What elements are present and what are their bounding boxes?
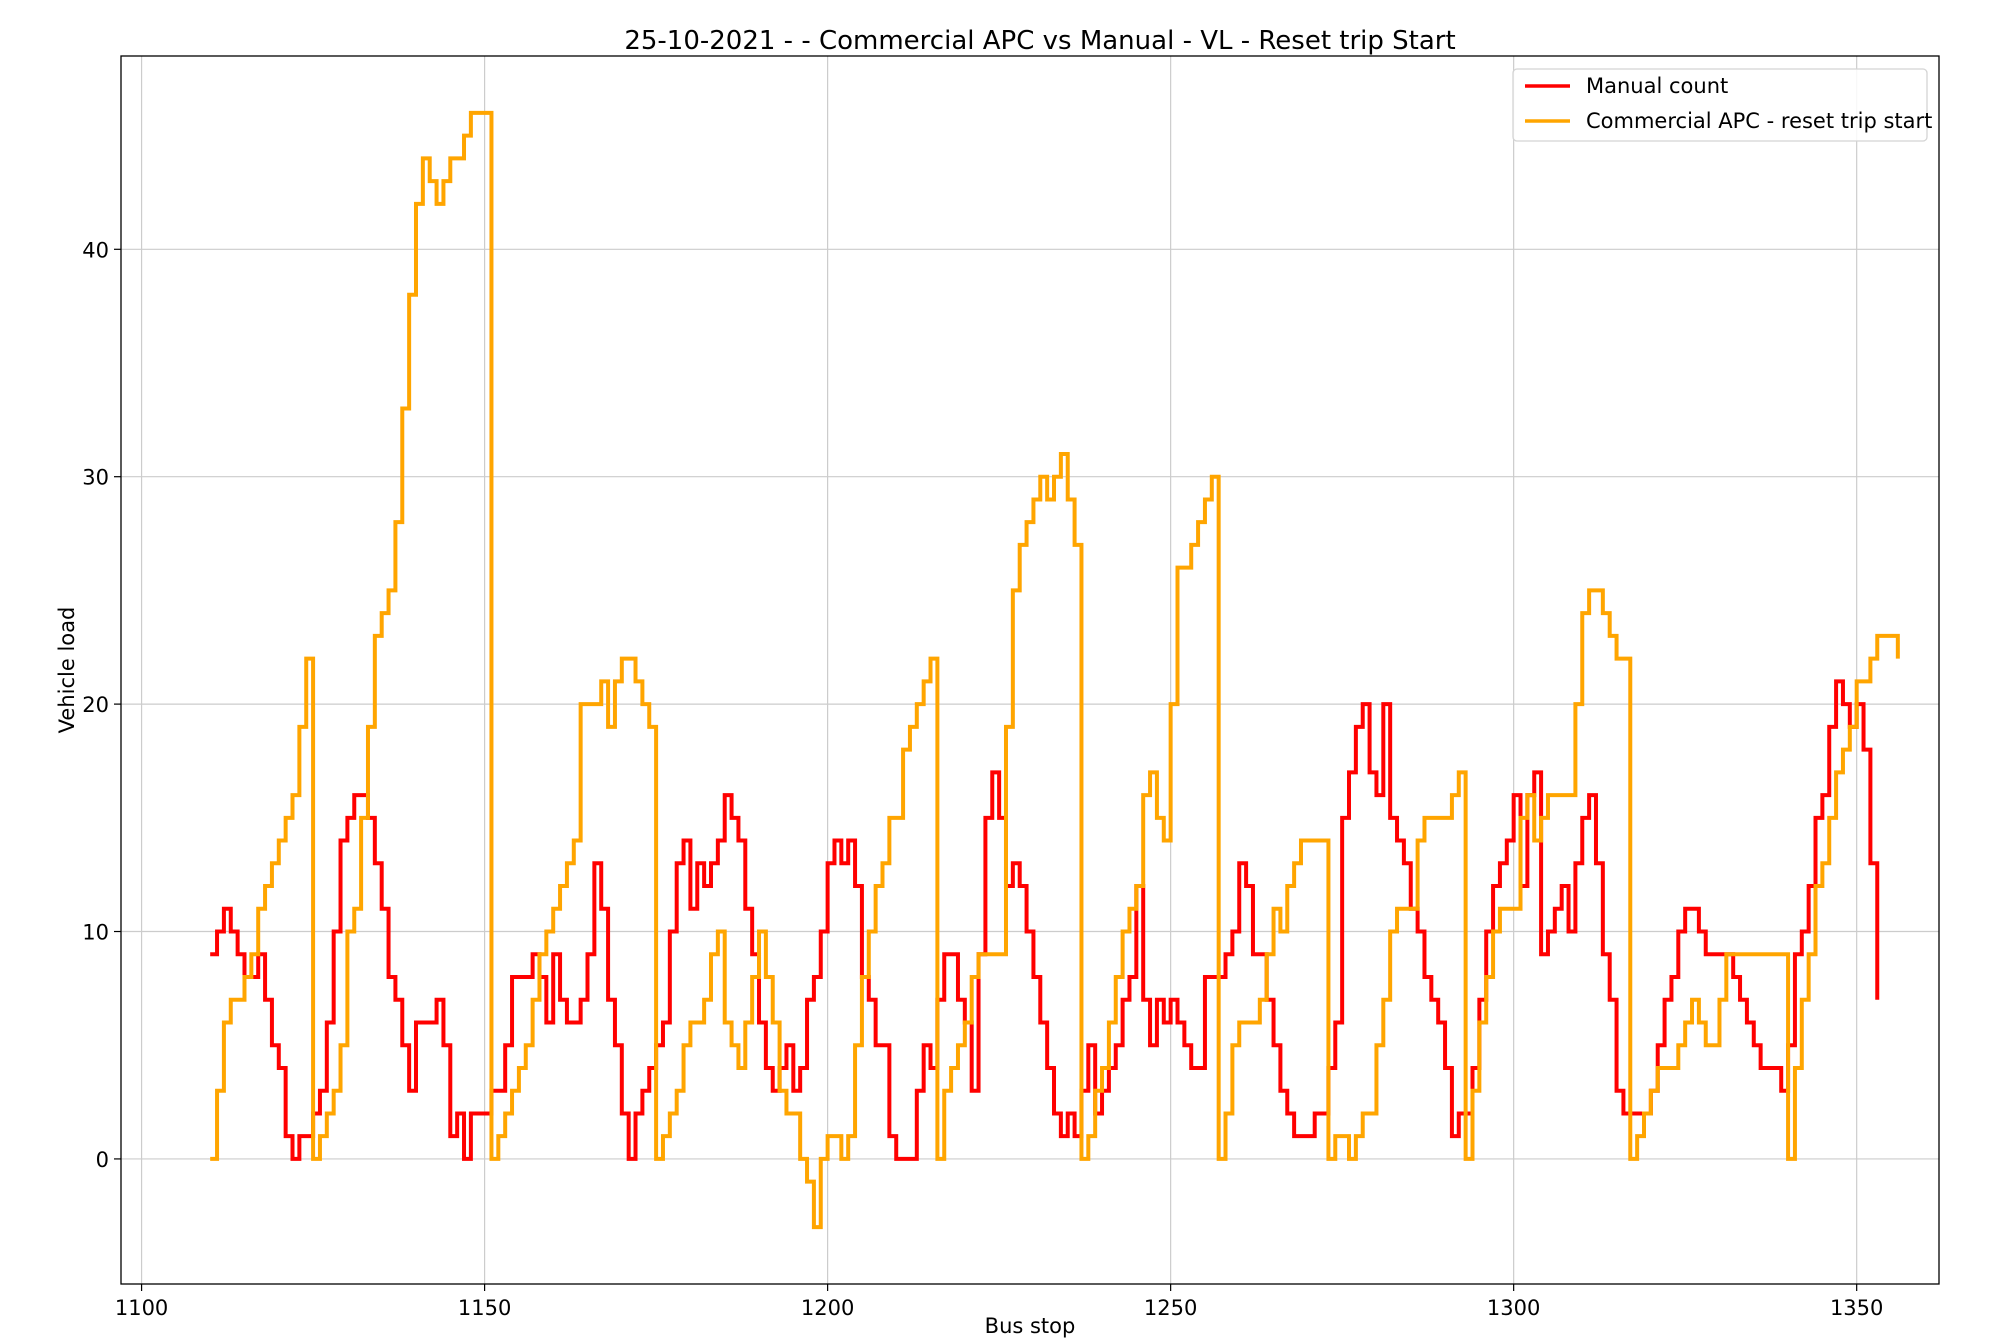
y-tick-label: 40 [82, 238, 109, 262]
series-0 [210, 679, 1880, 1161]
x-tick-label: 1300 [1487, 1296, 1540, 1320]
y-axis-label: Vehicle load [55, 607, 79, 734]
plot-frame [120, 55, 1940, 1285]
legend-label-apc: Commercial APC - reset trip start [1586, 109, 1932, 133]
x-axis-label: Bus stop [985, 1314, 1076, 1338]
x-tick-label: 1350 [1830, 1296, 1883, 1320]
x-tick-label: 1150 [458, 1296, 511, 1320]
y-tick-label: 0 [96, 1148, 109, 1172]
y-tick-label: 10 [82, 921, 109, 945]
legend-label-manual: Manual count [1586, 74, 1728, 98]
x-tick-label: 1100 [115, 1296, 168, 1320]
legend: Manual count Commercial APC - reset trip… [1512, 68, 1932, 142]
y-tick-label: 20 [82, 693, 109, 717]
x-tick-label: 1250 [1144, 1296, 1197, 1320]
series-1 [210, 110, 1900, 1230]
axis-ticks: 1100 1150 1200 1250 1300 1350 0 10 20 30 40 [82, 238, 1883, 1320]
y-tick-label: 30 [82, 466, 109, 490]
series-line [210, 679, 1880, 1161]
series-lines [210, 110, 1900, 1230]
x-tick-label: 1200 [801, 1296, 854, 1320]
chart-title: 25-10-2021 - - Commercial APC vs Manual … [624, 26, 1455, 56]
grid [121, 56, 1939, 1284]
legend-box [1512, 68, 1928, 142]
series-line [210, 110, 1900, 1230]
